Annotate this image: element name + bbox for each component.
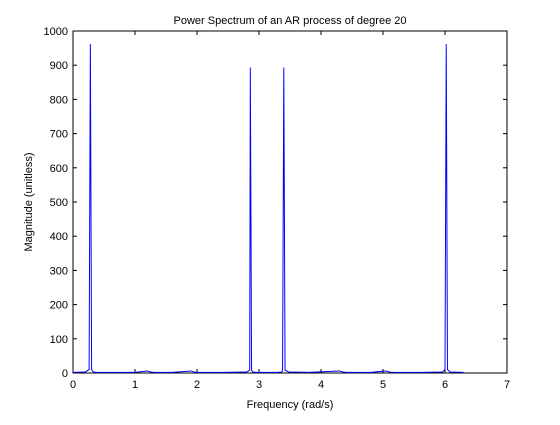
y-tick-label: 900 [50, 60, 68, 72]
x-ticks: 0 1 2 3 4 5 6 7 [70, 31, 510, 391]
x-tick-label: 4 [318, 379, 324, 391]
y-tick-label: 800 [50, 94, 68, 106]
y-tick-label: 200 [50, 300, 68, 312]
y-tick-label: 700 [50, 129, 68, 141]
chart-title: Power Spectrum of an AR process of degre… [174, 15, 407, 27]
spectrum-line [72, 43, 464, 373]
x-tick-label: 6 [442, 379, 448, 391]
y-tick-label: 300 [50, 265, 68, 277]
plot-area [72, 30, 508, 374]
y-tick-label: 100 [50, 334, 68, 346]
x-tick-label: 2 [194, 379, 200, 391]
x-axis-label: Frequency (rad/s) [247, 399, 334, 411]
y-tick-label: 0 [62, 368, 68, 380]
series-layer [72, 43, 464, 373]
x-tick-label: 1 [132, 379, 138, 391]
y-tick-label: 500 [50, 197, 68, 209]
x-tick-label: 5 [380, 379, 386, 391]
y-ticks: 0 100 200 300 400 500 600 700 800 900 1000 [44, 26, 507, 380]
x-tick-label: 3 [256, 379, 262, 391]
x-tick-label: 7 [504, 379, 510, 391]
x-tick-label: 0 [70, 379, 76, 391]
y-axis-label: Magnitude (unitless) [23, 152, 35, 251]
y-tick-label: 1000 [44, 26, 68, 38]
y-tick-label: 400 [50, 231, 68, 243]
y-tick-label: 600 [50, 163, 68, 175]
